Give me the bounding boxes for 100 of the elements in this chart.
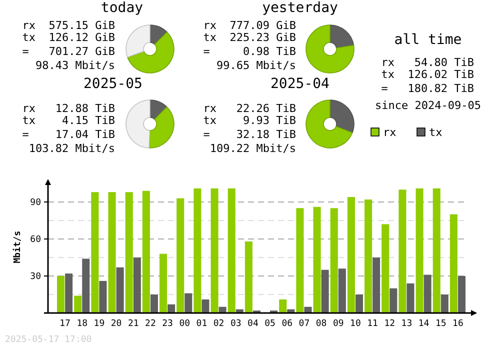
donut-slice bbox=[127, 32, 174, 74]
bar bbox=[458, 276, 466, 313]
bar bbox=[338, 268, 346, 313]
bar bbox=[133, 257, 141, 313]
x-tick-label: 20 bbox=[110, 318, 122, 329]
donut-slice bbox=[306, 24, 354, 74]
text: = 32.18 TiB bbox=[203, 128, 296, 141]
x-tick-label: 11 bbox=[367, 318, 378, 329]
donut-slice bbox=[148, 106, 174, 148]
text: = 701.27 GiB bbox=[22, 45, 116, 58]
chart-title: yesterday bbox=[262, 0, 338, 16]
bar bbox=[194, 188, 202, 313]
x-tick-label: 00 bbox=[179, 318, 190, 329]
text: tx 4.15 TiB bbox=[22, 114, 116, 127]
text: rx 22.26 TiB bbox=[203, 102, 296, 115]
text: tx 9.93 TiB bbox=[203, 114, 296, 127]
text: rx 54.80 TiB bbox=[381, 56, 474, 69]
x-tick-label: 22 bbox=[145, 318, 156, 329]
text: rx 777.09 GiB bbox=[203, 19, 296, 32]
x-tick-label: 21 bbox=[128, 318, 139, 329]
y-tick-label: 90 bbox=[30, 198, 41, 208]
text: 99.65 Mbit/s bbox=[216, 59, 296, 72]
x-tick-label: 05 bbox=[264, 318, 276, 329]
bar bbox=[74, 296, 82, 313]
chart-title: 2025-05 bbox=[83, 76, 143, 92]
bar bbox=[160, 254, 168, 313]
text: = 0.98 TiB bbox=[203, 45, 296, 58]
donut-slice bbox=[330, 100, 354, 134]
text: tx 225.23 GiB bbox=[203, 31, 296, 44]
bar bbox=[150, 294, 158, 313]
text: 98.43 Mbit/s bbox=[36, 59, 115, 72]
chart-title: 2025-04 bbox=[270, 76, 330, 92]
bar bbox=[355, 294, 363, 313]
legend-label: tx bbox=[429, 126, 443, 139]
x-tick-label: 15 bbox=[435, 318, 446, 329]
bar bbox=[321, 270, 329, 313]
bar bbox=[432, 188, 440, 313]
x-tick-label: 12 bbox=[384, 318, 396, 329]
x-tick-label: 23 bbox=[162, 318, 173, 329]
bar bbox=[390, 288, 398, 313]
text: all time bbox=[394, 32, 462, 48]
bar bbox=[210, 188, 218, 313]
x-tick-label: 10 bbox=[350, 318, 361, 329]
x-tick-label: 06 bbox=[282, 318, 293, 329]
legend-label: rx bbox=[383, 126, 397, 139]
text: 109.22 Mbit/s bbox=[210, 142, 296, 155]
x-tick-label: 04 bbox=[248, 318, 258, 329]
donut-slice bbox=[306, 100, 353, 148]
text: since 2024-09-05 bbox=[375, 99, 481, 112]
x-tick-label: 18 bbox=[76, 318, 88, 329]
bar bbox=[125, 192, 133, 313]
text: tx 126.02 TiB bbox=[381, 68, 474, 81]
bar bbox=[108, 192, 116, 313]
bar bbox=[244, 241, 252, 313]
x-tick-label: 17 bbox=[60, 318, 70, 329]
bar bbox=[142, 190, 150, 313]
bar bbox=[416, 188, 424, 313]
text: rx 12.88 TiB bbox=[22, 102, 116, 115]
bar bbox=[116, 267, 124, 313]
chart-title: today bbox=[100, 0, 144, 16]
bar bbox=[382, 224, 390, 313]
x-tick-label: 07 bbox=[298, 318, 310, 329]
y-tick-label: 60 bbox=[30, 234, 41, 245]
text: = 17.04 TiB bbox=[22, 128, 116, 141]
text: = 180.82 TiB bbox=[381, 82, 474, 95]
bar bbox=[450, 214, 458, 313]
bar bbox=[184, 293, 192, 313]
text: 103.82 Mbit/s bbox=[28, 142, 115, 155]
bar bbox=[364, 200, 372, 313]
bar bbox=[57, 276, 65, 313]
bar bbox=[65, 274, 73, 313]
x-tick-label: 16 bbox=[452, 318, 464, 329]
bar bbox=[168, 304, 176, 313]
donut-slice bbox=[126, 24, 150, 58]
bar bbox=[398, 190, 406, 313]
x-tick-label: 02 bbox=[213, 318, 224, 329]
bar bbox=[99, 280, 107, 313]
bar bbox=[279, 299, 287, 313]
bar bbox=[313, 206, 321, 313]
x-tick-label: 09 bbox=[332, 318, 344, 329]
text: tx 126.12 GiB bbox=[22, 31, 116, 44]
x-tick-label: 14 bbox=[418, 318, 430, 329]
bar bbox=[347, 197, 355, 313]
x-tick-label: 13 bbox=[401, 318, 412, 329]
text: rx 575.15 GiB bbox=[22, 19, 116, 32]
y-tick-label: 30 bbox=[30, 272, 41, 282]
x-tick-label: 01 bbox=[196, 318, 208, 329]
bar bbox=[330, 208, 338, 313]
donut-slice bbox=[126, 100, 150, 148]
bar bbox=[91, 192, 99, 313]
bar bbox=[296, 208, 304, 313]
bar bbox=[202, 299, 210, 313]
bar bbox=[82, 258, 90, 313]
x-tick-label: 19 bbox=[94, 318, 105, 329]
bar bbox=[228, 188, 236, 313]
y-axis-title: Mbit/s bbox=[12, 230, 23, 264]
bar bbox=[176, 198, 184, 313]
bar bbox=[424, 274, 432, 313]
bar bbox=[406, 283, 414, 313]
x-tick-label: 08 bbox=[316, 318, 327, 329]
